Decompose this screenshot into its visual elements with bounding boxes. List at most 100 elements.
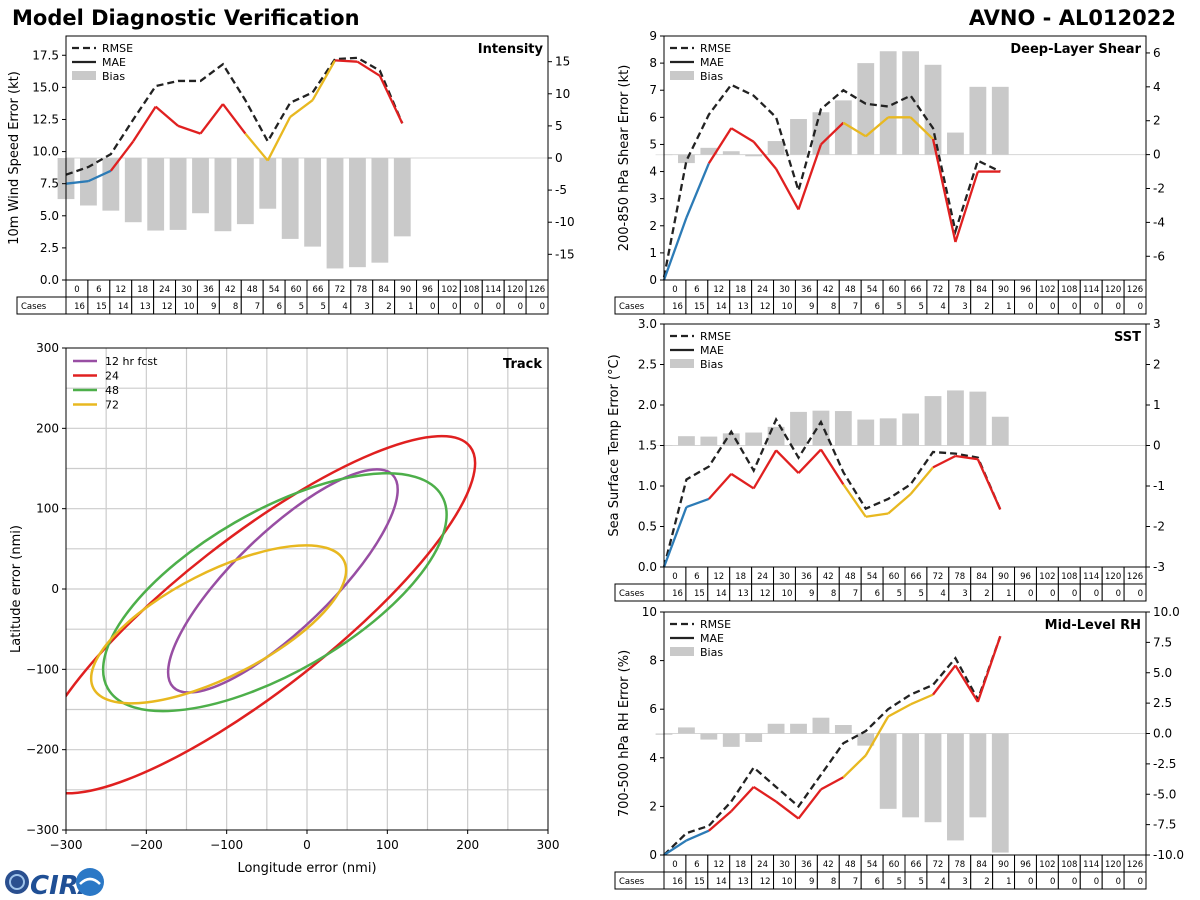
mae-segment [311,59,337,101]
case-count: 14 [716,302,727,312]
case-count: 0 [430,302,435,312]
bias-bar [124,158,142,223]
case-count: 16 [74,302,85,312]
y-tick-label: 1.5 [638,439,657,453]
y2-tick-label: -15 [555,247,575,261]
case-count: 2 [984,302,989,312]
track-panel: −300 −200 −100 0 100 200 300 −300 −200 −100 0 100 20… [9,341,560,876]
y2-tick-label: 6 [1153,46,1161,60]
y2-tick-label: 10.0 [1153,605,1180,619]
hour-label: 18 [137,285,148,295]
x-tick-label: 100 [376,838,399,852]
bias-bar [812,410,830,446]
hour-label: 72 [932,285,943,295]
bias-bar [745,432,763,446]
case-count: 15 [694,877,705,887]
count-cell [525,296,549,315]
bias-bar [947,132,964,155]
cases-label-cell [614,871,665,890]
error-ellipse [66,434,477,795]
hour-label: 126 [529,285,545,295]
y-tick-label: 10.0 [32,145,59,159]
legend-label: 72 [105,399,119,412]
legend-rmse-label: RMSE [700,618,731,631]
y-axis-label: Sea Surface Temp Error (°C) [607,354,622,536]
legend-bias-label: Bias [700,646,723,659]
bias-bar [834,100,852,155]
storm-id: AVNO - AL012022 [968,6,1176,30]
case-count: 14 [118,302,129,312]
hour-label: 120 [1105,285,1121,295]
hour-label: 24 [757,572,768,582]
y2-tick-label: 5.0 [1153,666,1172,680]
case-count: 0 [1050,589,1055,599]
y2-tick-label: 4 [1153,80,1161,94]
mae-segment [820,121,845,146]
x-tick-label: 300 [537,838,560,852]
mae-segment [842,754,867,779]
case-count: 15 [694,589,705,599]
y2-tick-label: 3 [1153,317,1161,331]
x-tick-label: −100 [210,838,243,852]
mae-segment [199,103,224,135]
y2-tick-label: 0 [1153,148,1161,162]
bias-bar [857,63,875,155]
hour-label: 90 [998,285,1009,295]
hour-label: 48 [845,572,856,582]
bias-bar [812,717,830,734]
y-tick-label: 17.5 [32,48,59,62]
intensity-panel: 0.02.55.07.510.012.515.017.5-15-10-50510… [7,35,575,315]
mae-segment [662,506,688,568]
hour-label: 42 [823,860,834,870]
y-tick-label: 5.0 [40,209,59,223]
bias-bar [169,158,187,230]
hour-label: 66 [911,860,922,870]
y2-tick-label: 0 [1153,439,1161,453]
bias-bar [924,733,942,823]
mae-segment [707,127,733,165]
mae-segment [132,106,157,142]
case-count: 13 [140,302,151,312]
case-count: 7 [853,302,858,312]
case-count: 0 [1094,877,1099,887]
hour-label: 42 [823,572,834,582]
mae-segment [266,116,292,162]
case-count: 15 [694,302,705,312]
case-count: 0 [1138,589,1143,599]
bias-bar [281,158,299,239]
case-count: 1 [1006,302,1011,312]
y-tick-label: 15.0 [32,80,59,94]
logo-globe-icon [5,870,29,894]
y2-tick-label: -1 [1153,479,1165,493]
y-tick-label: 7 [649,83,657,97]
mae-segment [685,162,710,219]
y-tick-label: 8 [649,654,657,668]
error-ellipse [101,472,448,713]
case-count: 2 [984,877,989,887]
bias-bar [349,158,366,268]
y2-tick-label: 2 [1153,114,1161,128]
hour-label: 0 [74,285,79,295]
cases-label: Cases [21,302,47,312]
case-count: 3 [962,589,967,599]
y-tick-label: 0 [649,273,657,287]
y2-tick-label: 0 [555,151,563,165]
bias-bar [326,158,344,269]
hour-label: 48 [247,285,258,295]
bias-bar [745,154,763,157]
y-axis-label: 10m Wind Speed Error (kt) [7,71,22,245]
hour-label: 36 [801,860,812,870]
bias-bar [192,158,209,214]
case-count: 6 [277,302,282,312]
y2-tick-label: 2 [1153,358,1161,372]
y-tick-label: 2 [649,219,657,233]
mae-segment [954,171,979,243]
legend-label: 48 [105,384,119,397]
mae-segment [752,141,777,170]
hour-label: 36 [203,285,214,295]
mae-segment [334,59,358,63]
case-count: 7 [255,302,260,312]
y2-tick-label: 5 [555,119,563,133]
hour-label: 0 [672,572,677,582]
mae-segment [932,664,957,696]
